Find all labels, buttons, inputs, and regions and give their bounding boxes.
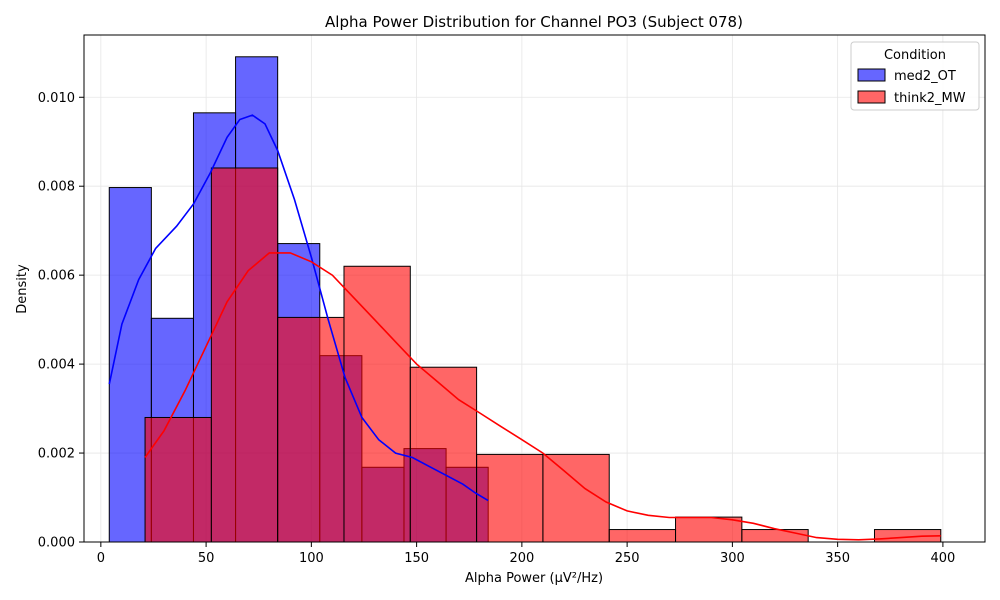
y-tick-label: 0.010	[38, 91, 75, 106]
x-tick-label: 150	[404, 551, 429, 566]
bar-think2-mw	[210, 167, 279, 543]
y-tick-label: 0.006	[38, 269, 75, 284]
bar-think2-mw	[542, 453, 610, 543]
y-axis-label: Density	[15, 264, 30, 314]
x-tick-label: 200	[509, 551, 534, 566]
plot-frame	[83, 34, 986, 543]
y-axis: 0.000 0.002 0.004 0.006 0.008 0.010	[38, 91, 84, 551]
bar-think2-mw	[741, 529, 809, 543]
bar-think2-mw	[675, 516, 743, 543]
bar-think2-mw	[277, 316, 345, 543]
kde-curves	[108, 114, 941, 541]
y-tick-label: 0.000	[38, 536, 75, 551]
y-tick-label: 0.002	[38, 447, 75, 462]
x-tick-label: 300	[720, 551, 745, 566]
x-axis: 0 50 100 150 200 250 300 350 400	[97, 542, 955, 566]
legend-label-med2-ot: med2_OT	[894, 69, 956, 84]
x-tick-label: 50	[198, 551, 215, 566]
chart-title: Alpha Power Distribution for Channel PO3…	[325, 13, 743, 31]
legend-swatch-med2-ot	[857, 68, 886, 82]
legend-title: Condition	[884, 48, 946, 63]
bar-think2-mw	[608, 529, 677, 543]
y-tick-label: 0.004	[38, 358, 75, 373]
bar-think2-mw	[409, 366, 478, 543]
histogram-bars	[108, 56, 942, 543]
legend-swatch-think2-mw	[857, 90, 886, 104]
x-tick-label: 100	[299, 551, 324, 566]
kde-line-think2-mw	[144, 252, 941, 541]
bar-think2-mw	[144, 416, 212, 543]
x-tick-label: 350	[825, 551, 850, 566]
x-tick-label: 0	[97, 551, 105, 566]
legend-label-think2-mw: think2_MW	[894, 91, 966, 106]
y-tick-label: 0.008	[38, 180, 75, 195]
x-axis-label: Alpha Power (μV²/Hz)	[465, 571, 603, 586]
x-tick-label: 400	[930, 551, 955, 566]
legend: Condition med2_OT think2_MW	[850, 41, 980, 111]
kde-line-med2-ot	[108, 114, 489, 502]
bar-think2-mw	[476, 453, 544, 543]
x-tick-label: 250	[615, 551, 640, 566]
bar-think2-mw	[343, 265, 411, 543]
bar-med2-ot	[108, 187, 152, 543]
